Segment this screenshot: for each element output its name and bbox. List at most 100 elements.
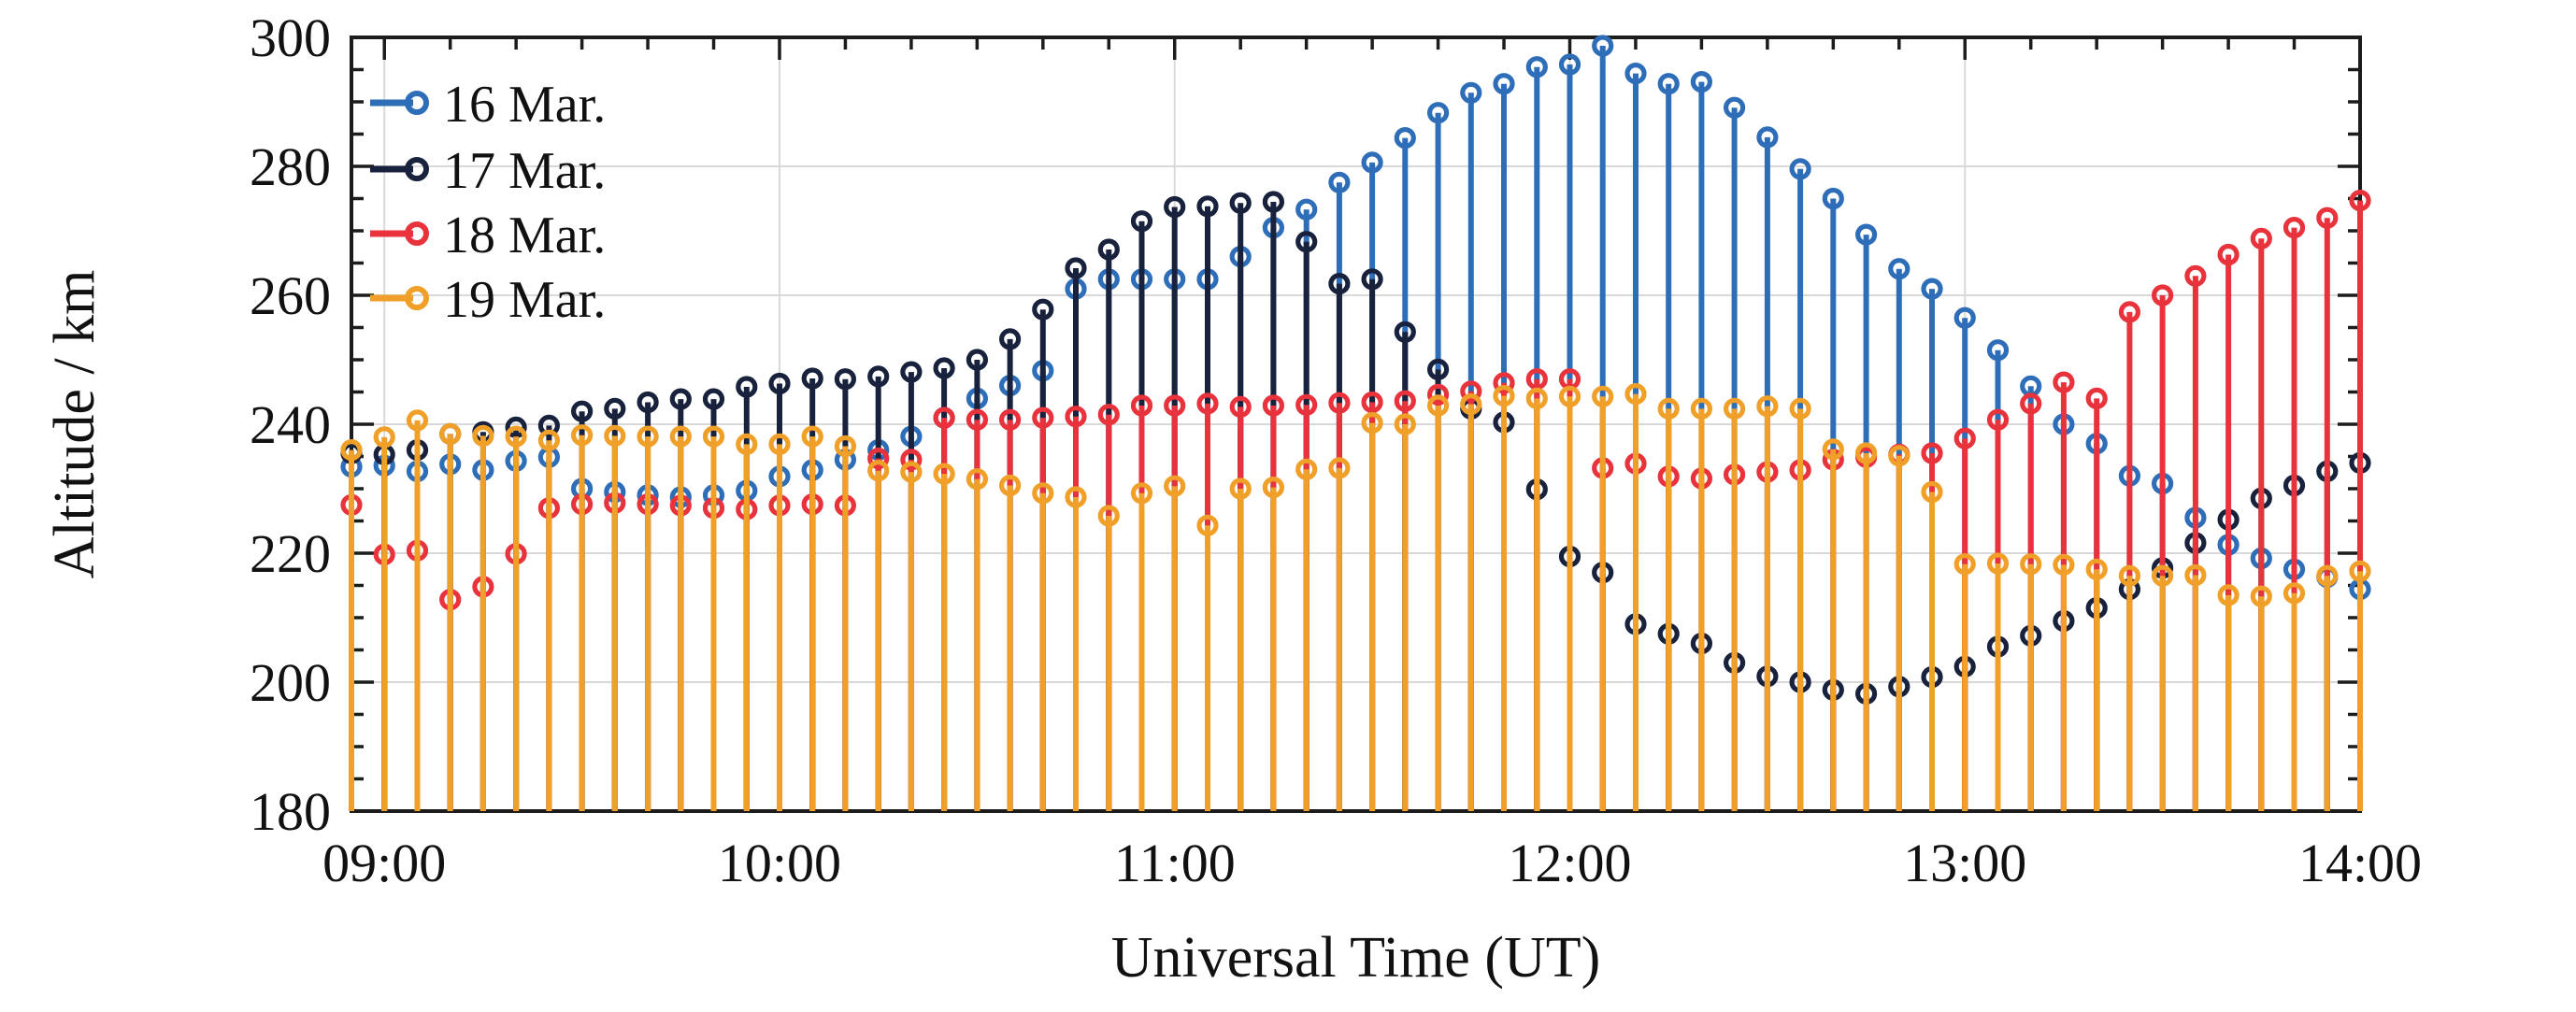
- legend-sample-marker: [405, 286, 429, 310]
- data-point-marker: [1953, 427, 1976, 449]
- data-point-marker: [2349, 190, 2371, 212]
- data-point-marker: [1097, 404, 1120, 426]
- x-tick-label: 10:00: [718, 833, 841, 893]
- data-point-marker: [1065, 486, 1087, 508]
- data-point-marker: [2184, 264, 2207, 287]
- stem-lines: [349, 393, 2363, 811]
- data-point-marker: [2283, 217, 2306, 239]
- data-series: [340, 35, 2371, 811]
- data-point-marker: [1624, 383, 1647, 406]
- data-point-marker: [637, 425, 659, 448]
- data-point-marker: [1394, 413, 1416, 435]
- data-point-marker: [1921, 442, 1943, 464]
- data-point-marker: [1690, 70, 1713, 93]
- x-tick-label: 14:00: [2298, 833, 2422, 893]
- data-point-marker: [439, 422, 462, 445]
- data-point-marker: [1426, 358, 1450, 380]
- data-point-marker: [1295, 198, 1318, 221]
- data-point-marker: [2349, 560, 2371, 582]
- data-point-marker: [1229, 477, 1252, 500]
- data-point-marker: [1854, 223, 1878, 246]
- data-point-marker: [1394, 127, 1416, 150]
- data-point-marker: [1328, 457, 1351, 479]
- data-point-marker: [1295, 231, 1318, 253]
- data-point-marker: [2152, 284, 2174, 306]
- data-point-marker: [768, 433, 791, 455]
- data-point-marker: [1097, 505, 1120, 527]
- data-point-marker: [1854, 442, 1878, 464]
- data-point-marker: [1097, 238, 1120, 261]
- data-point-marker: [1525, 368, 1548, 391]
- data-point-marker: [1032, 406, 1054, 429]
- y-tick-label: 300: [250, 7, 331, 68]
- x-tick-label: 09:00: [322, 833, 446, 893]
- data-point-marker: [1986, 408, 2010, 431]
- data-point-marker: [1493, 385, 1515, 407]
- data-point-marker: [933, 406, 955, 429]
- data-point-marker: [702, 425, 725, 448]
- x-tick-label: 13:00: [1903, 833, 2026, 893]
- data-point-marker: [900, 361, 923, 383]
- data-point-marker: [2184, 563, 2207, 587]
- data-point-marker: [1426, 394, 1450, 417]
- data-point-marker: [1888, 445, 1911, 467]
- legend: 16 Mar. 17 Mar. 18 Mar. 19 Mar.: [370, 76, 606, 329]
- y-tick-label: 260: [250, 265, 331, 326]
- data-point-marker: [1460, 393, 1482, 416]
- data-point-marker: [1262, 191, 1285, 213]
- data-point-marker: [2316, 564, 2339, 587]
- data-point-marker: [505, 425, 527, 448]
- data-point-marker: [2085, 387, 2108, 409]
- data-point-marker: [1229, 395, 1252, 418]
- data-point-marker: [1888, 258, 1911, 280]
- data-point-marker: [2217, 584, 2240, 606]
- data-point-marker: [966, 349, 989, 371]
- stem-lines: [349, 202, 2363, 811]
- data-point-marker: [1789, 397, 1811, 420]
- data-point-marker: [1921, 480, 1943, 504]
- legend-label: 19 Mar.: [443, 271, 606, 329]
- data-point-marker: [1130, 394, 1153, 417]
- data-point-marker: [1032, 482, 1054, 505]
- data-point-marker: [1756, 395, 1779, 418]
- data-point-marker: [1592, 35, 1614, 57]
- data-point-marker: [1361, 268, 1383, 291]
- legend-label: 17 Mar.: [443, 142, 606, 200]
- data-point-marker: [472, 424, 494, 447]
- data-point-marker: [2085, 558, 2108, 580]
- data-point-marker: [1229, 192, 1252, 214]
- data-point-marker: [1558, 385, 1581, 407]
- data-point-marker: [570, 424, 594, 447]
- data-point-marker: [1394, 321, 1416, 343]
- data-point-marker: [1328, 273, 1351, 295]
- data-point-marker: [998, 408, 1022, 431]
- data-point-marker: [702, 388, 725, 410]
- data-point-marker: [1196, 392, 1219, 415]
- data-point-marker: [768, 372, 791, 395]
- series-19-mar-: [340, 383, 2371, 811]
- data-point-marker: [1723, 96, 1746, 119]
- data-point-marker: [2250, 585, 2272, 607]
- data-point-marker: [998, 474, 1022, 497]
- data-point-marker: [1065, 406, 1087, 428]
- data-point-marker: [1986, 339, 2010, 362]
- data-point-marker: [2053, 371, 2075, 393]
- data-point-marker: [570, 400, 594, 422]
- data-point-marker: [933, 357, 955, 379]
- y-tick-label: 240: [250, 394, 331, 455]
- data-point-marker: [2020, 553, 2042, 576]
- data-point-marker: [1525, 56, 1548, 78]
- data-point-marker: [933, 463, 955, 485]
- data-point-marker: [1164, 195, 1186, 219]
- x-axis-title: Universal Time (UT): [1111, 926, 1601, 990]
- data-point-marker: [1426, 383, 1450, 406]
- data-point-marker: [1723, 397, 1746, 420]
- legend-label: 16 Mar.: [443, 76, 606, 134]
- axis-labels: 180 200 220 240 260 280 300 09:00 10:00 11:00 12:0…: [43, 7, 2422, 990]
- data-point-marker: [1130, 482, 1153, 505]
- data-point-marker: [1822, 438, 1844, 461]
- data-point-marker: [998, 328, 1022, 350]
- data-point-marker: [2152, 564, 2174, 587]
